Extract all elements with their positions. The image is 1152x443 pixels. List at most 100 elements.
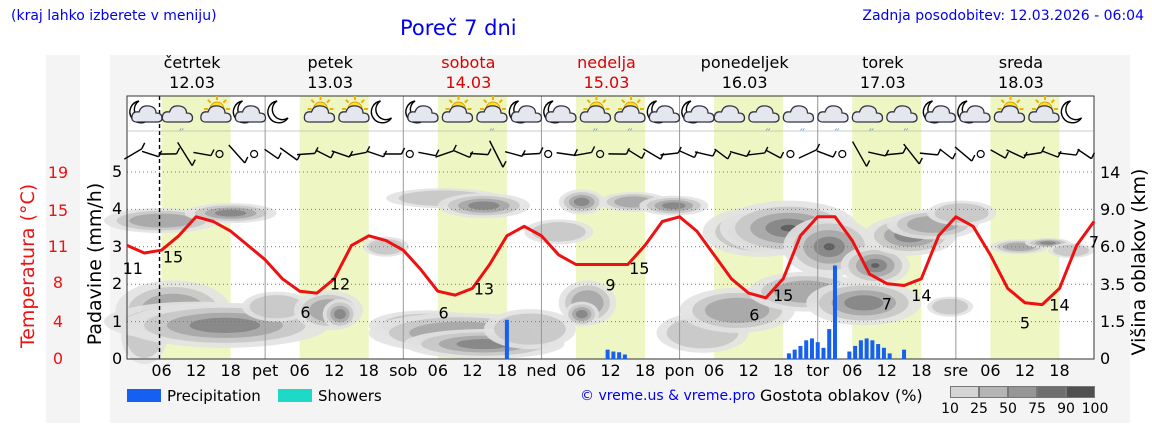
svg-text:״: ״ — [868, 126, 874, 137]
wind-barb-icon — [453, 149, 474, 159]
wind-barb-icon — [504, 150, 526, 158]
precipitation-bar — [858, 340, 863, 359]
wind-barb-icon — [885, 146, 907, 156]
x-tick-label: 06 — [289, 361, 310, 380]
wind-barb-icon — [939, 148, 957, 160]
wind-barb-icon — [851, 141, 871, 167]
wind-barb-icon — [469, 148, 492, 156]
cloud-density-area — [1040, 241, 1056, 245]
temperature-min-label: 7 — [1089, 233, 1099, 252]
x-tick-label: 06 — [842, 361, 863, 380]
calm-wind-icon — [215, 149, 224, 159]
cloud-density-area — [1053, 244, 1089, 257]
precipitation-bar — [821, 347, 826, 359]
sun-cloud-icon — [338, 96, 370, 123]
wind-barb-icon — [1077, 148, 1096, 160]
day-date: 14.03 — [445, 73, 492, 92]
wind-barb-icon — [315, 149, 335, 159]
cloud-density-level-label: 100 — [1081, 401, 1109, 417]
precipitation-bar — [876, 344, 881, 359]
precipitation-bar — [815, 342, 820, 359]
day-name: sobota — [441, 53, 496, 72]
temperature-tick-label: 8 — [52, 273, 64, 292]
x-tick-label: 06 — [980, 361, 1001, 380]
wind-barb-icon — [158, 147, 181, 155]
temperature-tick-label: 19 — [47, 163, 69, 182]
temperature-min-label: 5 — [1020, 314, 1030, 333]
cloud-density-area — [932, 298, 969, 315]
x-tick-label: tor — [806, 361, 830, 380]
svg-text:״: ״ — [489, 126, 495, 137]
x-tick-label: 06 — [565, 361, 587, 380]
temperature-max-label: 14 — [911, 286, 931, 305]
moon-cloud-icon — [957, 100, 991, 124]
precipitation-bar — [887, 353, 892, 359]
day-date: 12.03 — [169, 73, 215, 92]
cloud-density-area — [871, 263, 880, 268]
cloud-icon — [713, 105, 746, 123]
cloud-density-swatch — [1037, 386, 1066, 398]
cloud-density-legend-title: Gostota oblakov (%) — [760, 386, 923, 405]
showers-swatch — [278, 389, 312, 402]
precipitation-bar — [504, 319, 509, 359]
svg-text:״: ״ — [627, 126, 633, 137]
wind-barb-icon — [383, 147, 406, 155]
precipitation-bar — [792, 349, 797, 359]
wind-barb-icon — [573, 146, 596, 157]
cloud-density-level-label: 90 — [1057, 401, 1075, 417]
precipitation-bar — [605, 349, 610, 359]
cloud-density-area — [129, 213, 194, 228]
wind-barb-icon — [177, 141, 196, 167]
moon-icon — [1060, 100, 1083, 124]
last-updated: Zadnja posodobitev: 12.03.2026 - 06:04 — [862, 8, 1144, 24]
credit-link[interactable]: © vreme.us & vreme.pro — [580, 388, 756, 404]
wind-barb-icon — [694, 149, 717, 157]
wind-barb-icon — [1041, 150, 1062, 158]
sun-cloud-rain-icon: ״ — [579, 96, 612, 137]
cloud-density-area — [249, 294, 304, 319]
precipitation-bar — [622, 354, 627, 359]
cloud-rain-icon: ״ — [851, 105, 884, 137]
x-tick-label: 18 — [911, 361, 932, 380]
cloud-height-axis-title: Višina oblakov (km) — [1128, 168, 1150, 356]
svg-text:״: ״ — [903, 126, 909, 137]
precipitation-bar — [611, 351, 616, 359]
x-tick-label: 18 — [358, 361, 379, 380]
x-tick-label: 18 — [634, 361, 656, 380]
precipitation-bar — [864, 338, 869, 359]
precipitation-bar — [847, 351, 852, 359]
cloud-density-area — [844, 295, 884, 311]
day-name: nedelja — [577, 53, 636, 72]
cloud-density-level-label: 10 — [941, 401, 959, 417]
precipitation-swatch — [127, 389, 161, 402]
wind-barb-icon — [798, 143, 821, 159]
precipitation-bar — [809, 338, 814, 359]
wind-barb-icon — [435, 144, 457, 158]
wind-barb-icon — [816, 150, 837, 158]
day-name: petek — [307, 53, 353, 72]
wind-barb-icon — [418, 149, 440, 157]
cloud-density-area — [334, 309, 346, 320]
weather-icons: ״ ״ ״ ״ ״ ״ ״ ״ ״ — [129, 96, 1083, 137]
temperature-min-label: 6 — [300, 303, 310, 322]
cloud-rain-icon: ״ — [748, 105, 780, 137]
precipitation-bar — [804, 340, 809, 359]
wind-barb-icon — [488, 140, 507, 168]
x-tick-label: 12 — [185, 361, 207, 380]
day-date: 13.03 — [307, 73, 354, 92]
cloud-rain-icon: ״ — [782, 105, 815, 137]
day-name: sreda — [998, 53, 1044, 72]
page-title: Poreč 7 dni — [400, 16, 517, 40]
temperature-tick-label: 4 — [52, 312, 64, 331]
calm-wind-icon — [250, 149, 259, 159]
temperature-max-label: 12 — [330, 275, 350, 294]
cloud-height-tick-label: 9.0 — [1100, 200, 1126, 219]
wind-barb-icon — [903, 143, 923, 165]
wind-barb-icon — [228, 144, 249, 164]
sun-cloud-rain-icon: ״ — [476, 96, 508, 137]
x-tick-label: 12 — [738, 361, 759, 380]
cloud-density-level-label: 25 — [970, 401, 988, 417]
cloud-density-area — [189, 317, 261, 333]
location-hint[interactable]: (kraj lahko izberete v meniju) — [11, 8, 217, 24]
